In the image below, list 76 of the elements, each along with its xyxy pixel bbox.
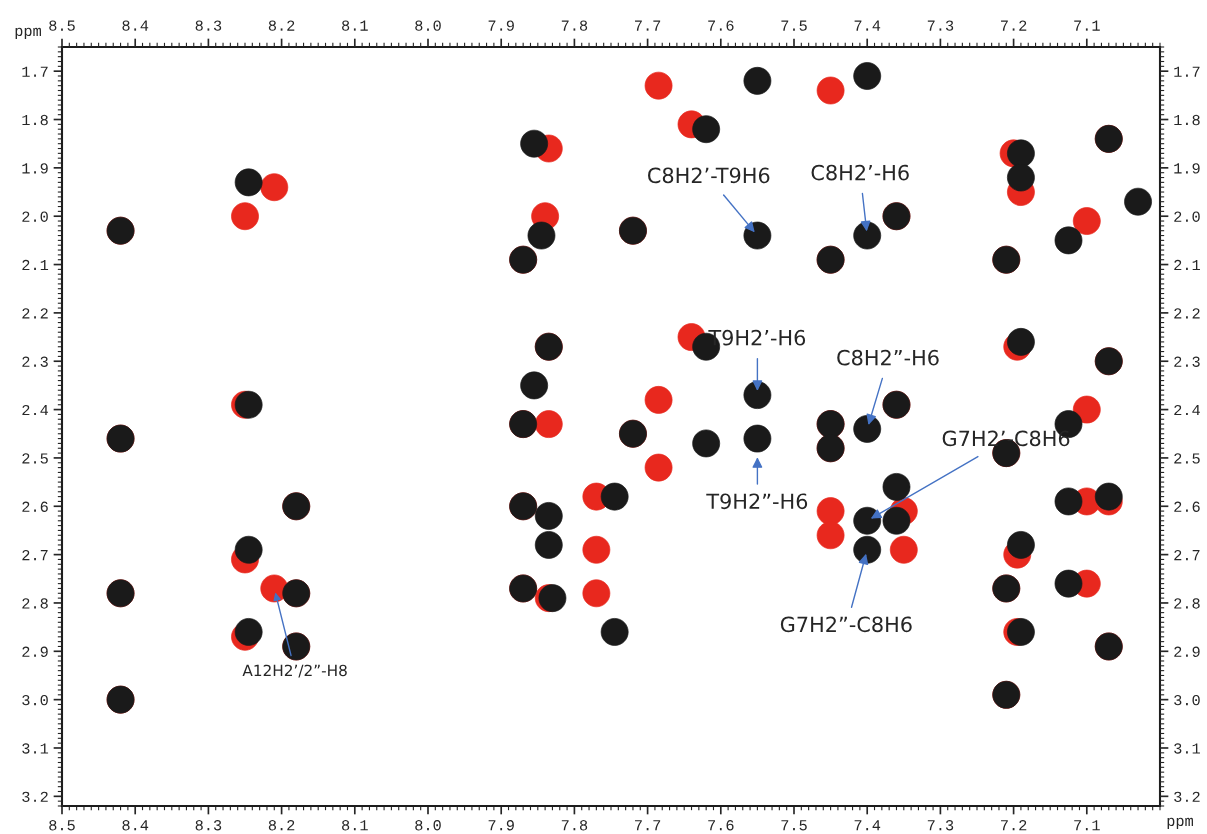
annotation: G7H2”-C8H6	[780, 616, 912, 633]
x2-tick-label: 7.3	[927, 20, 954, 31]
y-tick-label: 2.4	[22, 404, 49, 416]
x2-tick-label: 7.5	[781, 20, 807, 31]
point	[644, 386, 673, 414]
x-tick-label: 7.3	[927, 820, 954, 831]
y-tick-label: 2.5	[22, 453, 48, 464]
x-tick-label: 8.1	[342, 820, 368, 831]
x2-tick-label: 8.3	[195, 20, 222, 31]
y-tick-label: 2.6	[22, 501, 48, 512]
y2-tick-label: 2.8	[1174, 598, 1200, 609]
x-tick-label: 7.7	[635, 820, 661, 831]
x2-tick-label: 8.5	[49, 20, 75, 31]
y2-tick-label: 2.5	[1174, 453, 1200, 464]
y-tick-label: 2.8	[22, 598, 48, 609]
x-tick-label: 8.0	[415, 820, 441, 831]
y2-tick-label: 2.2	[1174, 308, 1200, 319]
y2-tick-label: 2.4	[1174, 404, 1200, 416]
y-tick-label: 2.2	[22, 308, 48, 319]
y2-tick-label: 1.8	[1174, 114, 1200, 126]
annotation: C8H2”-H6	[837, 349, 939, 366]
x2-tick-label: 7.4	[854, 20, 881, 31]
x-tick-label: 8.2	[268, 820, 295, 831]
x-tick-label: 7.1	[1074, 820, 1100, 831]
x2-tick-label: 8.0	[415, 20, 441, 31]
y2-tick-label: 1.7	[1174, 66, 1200, 77]
x2-tick-label: 7.1	[1074, 20, 1100, 31]
y2-tick-label: 3.1	[1174, 743, 1200, 754]
annotation: C8H2’-T9H6	[648, 167, 770, 184]
y2-tick-label: 2.6	[1174, 501, 1200, 512]
y2-tick-label: 2.3	[1174, 356, 1200, 367]
y2-tick-label: 3.2	[1174, 791, 1200, 803]
point	[816, 76, 845, 105]
x-tick-label: 7.9	[488, 820, 514, 831]
x2-tick-label: 7.7	[635, 20, 661, 31]
x2-tick-label: 8.2	[268, 20, 295, 31]
point	[644, 453, 673, 482]
x2-tick-label: 7.6	[708, 20, 734, 31]
x2-tick-label: 8.1	[342, 20, 368, 31]
y2-tick-label: 3.0	[1174, 694, 1200, 706]
annotation: C8H2’-H6	[811, 164, 909, 181]
y-tick-label: 2.3	[22, 356, 48, 367]
y-tick-label: 3.1	[22, 743, 49, 754]
x-tick-label: 7.4	[854, 820, 881, 831]
x-tick-label: 7.2	[1001, 820, 1027, 831]
x-tick-label: 8.4	[122, 820, 149, 831]
y-axis-title: ppm	[15, 27, 41, 40]
x-axis-title: ppm	[1167, 817, 1193, 830]
x-tick-label: 7.5	[781, 820, 807, 831]
annotation: T9H2”-H6	[706, 493, 808, 510]
point	[816, 521, 845, 550]
y-tick-label: 1.9	[22, 163, 48, 174]
x2-tick-label: 7.9	[488, 20, 514, 31]
x2-tick-label: 8.4	[122, 20, 149, 31]
y2-tick-label: 2.0	[1174, 211, 1200, 222]
y2-tick-label: 2.1	[1174, 259, 1200, 271]
y-tick-label: 2.9	[22, 646, 48, 657]
y2-tick-label: 2.7	[1174, 549, 1200, 561]
x-tick-label: 7.8	[561, 820, 588, 831]
point	[582, 579, 611, 608]
y-tick-label: 3.2	[22, 791, 48, 803]
point	[889, 535, 918, 564]
annotation: A12H2’/2”-H8	[242, 664, 347, 678]
y-tick-label: 2.7	[22, 549, 48, 561]
x2-tick-label: 7.8	[561, 20, 588, 31]
y2-tick-label: 1.9	[1174, 163, 1200, 174]
y-tick-label: 1.7	[22, 66, 48, 77]
y-tick-label: 1.8	[22, 114, 48, 126]
x2-tick-label: 7.2	[1001, 20, 1027, 31]
x-tick-label: 8.3	[195, 820, 222, 831]
y-tick-label: 3.0	[22, 694, 48, 706]
x-tick-label: 8.5	[49, 820, 75, 831]
y-tick-label: 2.1	[22, 259, 49, 271]
y-tick-label: 2.0	[22, 211, 48, 222]
y2-tick-label: 2.9	[1174, 646, 1200, 657]
x-tick-label: 7.6	[708, 820, 734, 831]
